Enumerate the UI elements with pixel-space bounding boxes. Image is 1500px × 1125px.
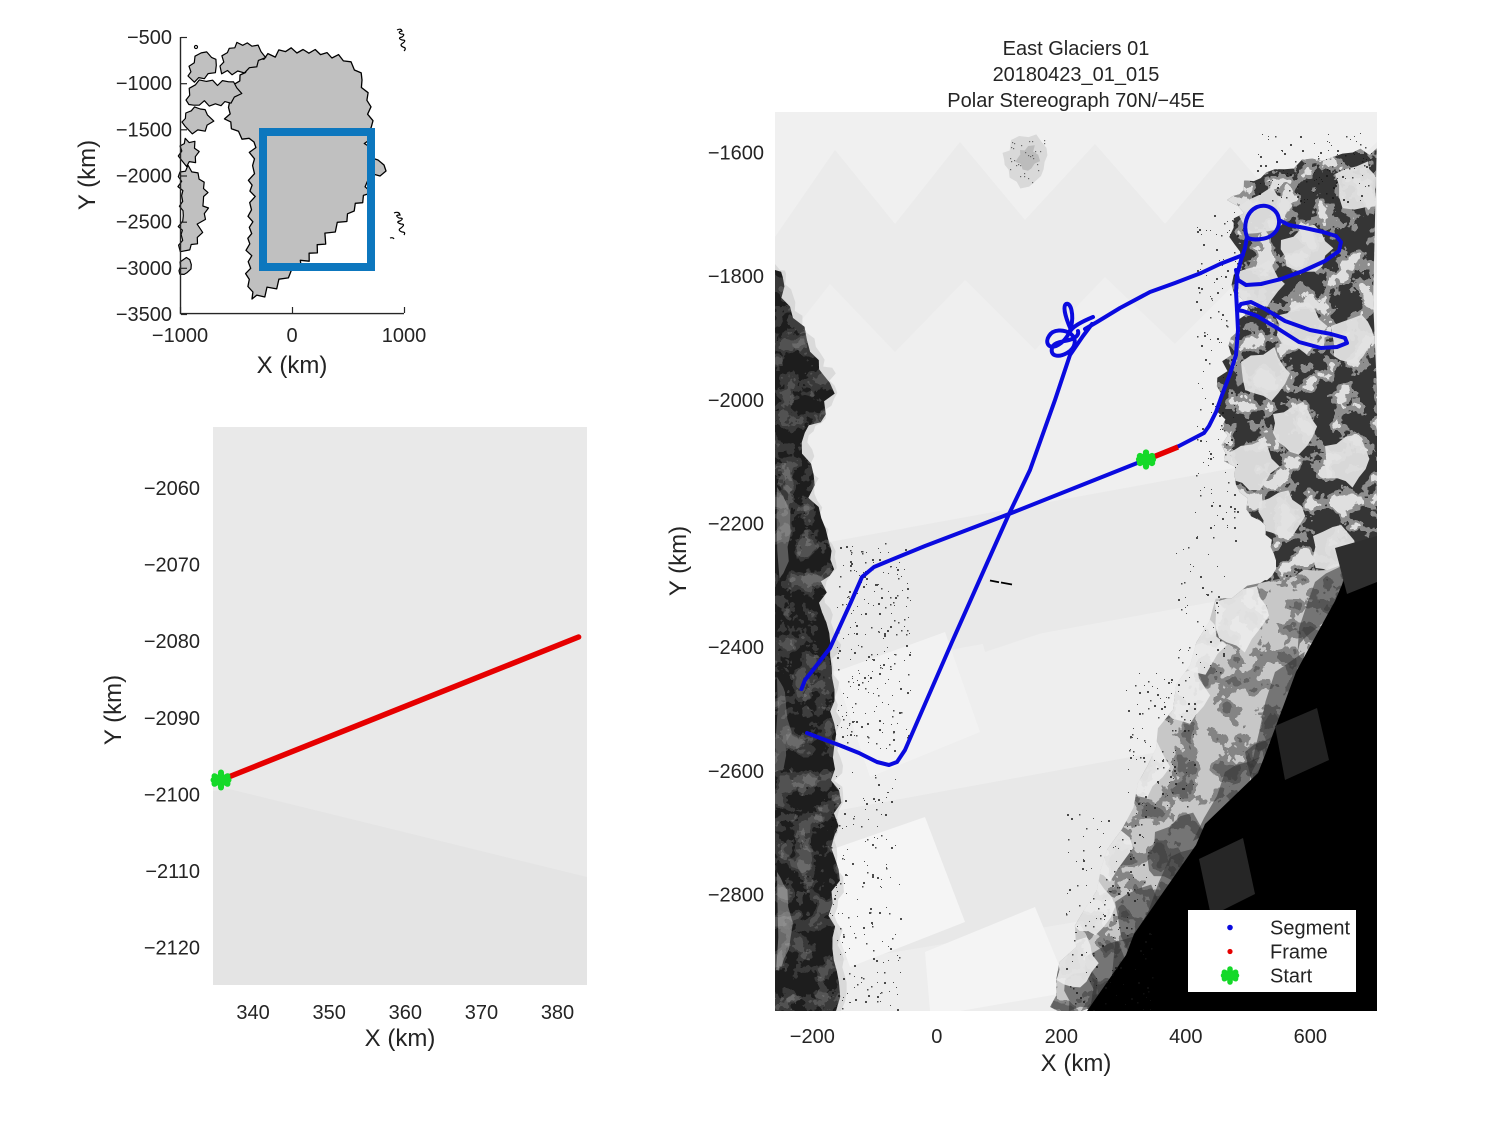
svg-text:340: 340 [236, 1002, 269, 1024]
svg-text:−2080: −2080 [144, 631, 200, 653]
svg-text:−2400: −2400 [708, 637, 764, 659]
svg-text:−2600: −2600 [708, 761, 764, 783]
svg-text:0: 0 [286, 325, 297, 347]
svg-text:−2090: −2090 [144, 708, 200, 730]
svg-text:−200: −200 [790, 1026, 835, 1048]
svg-text:−1600: −1600 [708, 143, 764, 165]
svg-text:X (km): X (km) [257, 352, 328, 379]
svg-text:−2120: −2120 [144, 938, 200, 960]
svg-text:−2100: −2100 [144, 785, 200, 807]
svg-text:360: 360 [389, 1002, 422, 1024]
svg-text:−2070: −2070 [144, 555, 200, 577]
svg-text:Segment: Segment [1270, 918, 1350, 940]
svg-text:−2200: −2200 [708, 514, 764, 536]
svg-text:0: 0 [931, 1026, 942, 1048]
svg-text:−1500: −1500 [116, 119, 172, 141]
svg-text:East Glaciers 01: East Glaciers 01 [1003, 38, 1150, 60]
svg-text:−1000: −1000 [152, 325, 208, 347]
svg-text:Y (km): Y (km) [74, 140, 101, 210]
svg-text:Y (km): Y (km) [665, 526, 692, 596]
svg-text:370: 370 [465, 1002, 498, 1024]
svg-text:Polar Stereograph 70N/−45E: Polar Stereograph 70N/−45E [947, 90, 1204, 112]
svg-text:−2800: −2800 [708, 885, 764, 907]
svg-text:−1000: −1000 [116, 73, 172, 95]
svg-text:350: 350 [313, 1002, 346, 1024]
svg-text:−3500: −3500 [116, 304, 172, 326]
svg-text:−2000: −2000 [708, 390, 764, 412]
svg-text:200: 200 [1045, 1026, 1078, 1048]
svg-text:Start: Start [1270, 966, 1313, 988]
svg-text:−2060: −2060 [144, 478, 200, 500]
svg-text:1000: 1000 [382, 325, 427, 347]
svg-text:−1800: −1800 [708, 266, 764, 288]
svg-text:−500: −500 [127, 27, 172, 49]
svg-text:−2500: −2500 [116, 212, 172, 234]
svg-text:Y (km): Y (km) [100, 675, 127, 745]
svg-text:−2110: −2110 [145, 861, 200, 883]
svg-text:400: 400 [1169, 1026, 1202, 1048]
svg-text:Frame: Frame [1270, 942, 1328, 964]
svg-text:X (km): X (km) [365, 1025, 436, 1052]
svg-text:600: 600 [1294, 1026, 1327, 1048]
svg-text:380: 380 [541, 1002, 574, 1024]
svg-text:−3000: −3000 [116, 258, 172, 280]
svg-text:−2000: −2000 [116, 165, 172, 187]
svg-text:X (km): X (km) [1041, 1050, 1112, 1077]
svg-text:20180423_01_015: 20180423_01_015 [993, 64, 1160, 86]
